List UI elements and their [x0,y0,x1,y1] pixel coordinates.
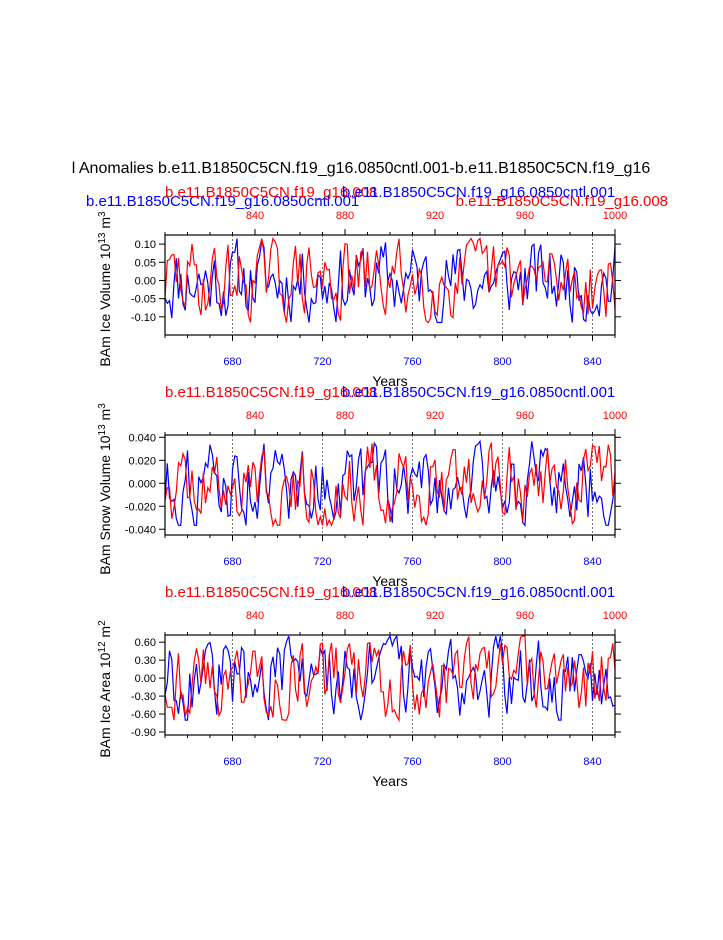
panel-label-red: b.e11.B1850C5CN.f19_g16.008 [165,184,377,201]
y-axis-label-part: 13 [97,424,108,436]
y-tick-label: -0.60 [131,709,156,721]
x-tick-label-top: 920 [426,210,444,222]
y-tick-label: -0.040 [125,524,156,536]
x-tick-label-bottom: 760 [403,556,421,568]
x-tick-label-top: 1000 [603,610,627,622]
series-line-blue [164,238,616,324]
x-tick-label-top: 960 [516,210,534,222]
y-tick-label: -0.30 [131,691,156,703]
panel-2: -0.040 -0.020 0.000 0.020 0.040 680 720 760 800 8… [97,384,628,589]
y-axis-label-part: 13 [97,232,108,244]
y-tick-label: 0.05 [135,257,156,269]
y-tick-label: 0.30 [135,655,156,667]
y-tick-label: -0.05 [131,294,156,306]
y-axis-label: BAm Ice Volume 1013 m3 [97,211,114,367]
y-tick-label: 0.040 [128,432,156,444]
header-label-red: b.e11.B1850C5CN.f19_g16.008 [456,193,668,210]
x-tick-label-bottom: 800 [493,756,511,768]
x-tick-label-bottom: 840 [583,756,601,768]
x-tick-label-top: 1000 [603,410,627,422]
x-tick-label-top: 960 [516,610,534,622]
panel-label-blue: b.e11.B1850C5CN.f19_g16.0850cntl.001 [342,584,615,601]
y-axis-label-part: m [97,626,113,642]
x-tick-label-bottom: 840 [583,556,601,568]
x-tick-label-bottom: 680 [223,556,241,568]
x-tick-label-top: 920 [426,410,444,422]
series-line-red [164,236,616,324]
x-tick-label-bottom: 720 [313,356,331,368]
x-tick-label-bottom: 840 [583,356,601,368]
y-tick-label: 0.000 [128,478,156,490]
x-tick-label-bottom: 800 [493,556,511,568]
y-tick-label: 0.60 [135,637,156,649]
y-tick-label: 0.10 [135,239,156,251]
panel-label-red: b.e11.B1850C5CN.f19_g16.008 [165,584,377,601]
y-axis-label: BAm Snow Volume 1013 m3 [97,403,114,575]
y-axis-label-part: m [97,217,113,233]
x-tick-label-top: 880 [336,410,354,422]
x-tick-label-top: 880 [336,610,354,622]
x-tick-label-top: 1000 [603,210,627,222]
y-tick-label: -0.020 [125,501,156,513]
series-line-red [164,442,616,528]
panel-label-blue: b.e11.B1850C5CN.f19_g16.0850cntl.001 [342,384,615,401]
y-axis-label-part: BAm Ice Volume 10 [97,243,113,366]
y-axis-label-part: 12 [97,641,108,653]
y-tick-label: -0.90 [131,727,156,739]
x-tick-label-top: 920 [426,610,444,622]
x-tick-label-top: 840 [246,410,264,422]
y-tick-label: 0.00 [135,275,156,287]
y-axis-label-part: BAm Ice Area 10 [97,652,113,757]
y-tick-label: -0.10 [131,312,156,324]
header-label-blue: b.e11.B1850C5CN.f19_g16.0850cntl.001 [86,193,359,210]
panel-3: -0.90 -0.60 -0.30 0.00 0.30 0.60 680 720 760 800 8… [97,584,628,789]
x-tick-label-bottom: 680 [223,756,241,768]
x-tick-label-top: 840 [246,210,264,222]
panel-label-red: b.e11.B1850C5CN.f19_g16.008 [165,384,377,401]
panel-label-blue: b.e11.B1850C5CN.f19_g16.0850cntl.001 [342,184,615,201]
series-line-blue [164,439,616,527]
y-axis-label-part: 3 [97,211,108,217]
panel-1: -0.10 -0.05 0.00 0.05 0.10 680 720 760 800 840 840… [97,184,628,389]
x-tick-label-bottom: 720 [313,756,331,768]
y-tick-label: 0.00 [135,673,156,685]
y-tick-label: 0.020 [128,455,156,467]
x-tick-label-bottom: 800 [493,356,511,368]
x-tick-label-bottom: 760 [403,356,421,368]
x-tick-label-top: 880 [336,210,354,222]
y-axis-label-part: 2 [97,620,108,626]
x-axis-label: Years [372,773,407,789]
series-line-red [164,635,616,723]
y-axis-label-part: BAm Snow Volume 10 [97,435,113,575]
series-line-blue [164,634,616,721]
y-axis-label-part: m [97,409,113,425]
figure-title: l Anomalies b.e11.B1850C5CN.f19_g16.0850… [72,160,651,177]
x-tick-label-bottom: 720 [313,556,331,568]
x-tick-label-top: 960 [516,410,534,422]
x-tick-label-bottom: 680 [223,356,241,368]
y-axis-label: BAm Ice Area 1012 m2 [97,620,114,758]
y-axis-label-part: 3 [97,403,108,409]
x-tick-label-bottom: 760 [403,756,421,768]
x-tick-label-top: 840 [246,610,264,622]
x-axis-label: Years [372,573,407,589]
x-axis-label: Years [372,373,407,389]
